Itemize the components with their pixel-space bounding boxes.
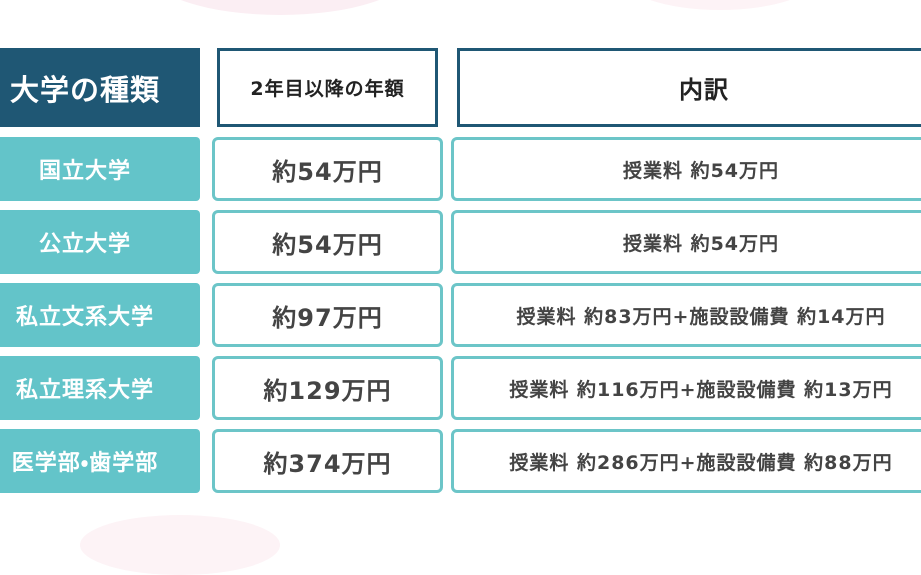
table-cell: 授業料 約54万円 <box>451 210 921 274</box>
row-label: 医学部・歯学部 <box>0 429 200 493</box>
table-cell: 授業料 約83万円+施設設備費 約14万円 <box>451 283 921 347</box>
header-cell: 2年目以降の年額 <box>217 48 438 127</box>
row-label: 公立大学 <box>0 210 200 274</box>
decoration <box>80 515 280 575</box>
decoration <box>150 0 410 15</box>
table-cell: 授業料 約116万円+施設設備費 約13万円 <box>451 356 921 420</box>
table-cell: 授業料 約286万円+施設設備費 約88万円 <box>451 429 921 493</box>
header-cell: 大学の種類 <box>0 48 200 127</box>
table-cell: 約54万円 <box>212 137 443 201</box>
table-cell: 約97万円 <box>212 283 443 347</box>
table-cell: 授業料 約54万円 <box>451 137 921 201</box>
row-label: 国立大学 <box>0 137 200 201</box>
row-label: 私立文系大学 <box>0 283 200 347</box>
header-cell: 内訳 <box>457 48 921 127</box>
table-cell: 約54万円 <box>212 210 443 274</box>
decoration <box>620 0 820 10</box>
table-cell: 約129万円 <box>212 356 443 420</box>
table-cell: 約374万円 <box>212 429 443 493</box>
row-label: 私立理系大学 <box>0 356 200 420</box>
